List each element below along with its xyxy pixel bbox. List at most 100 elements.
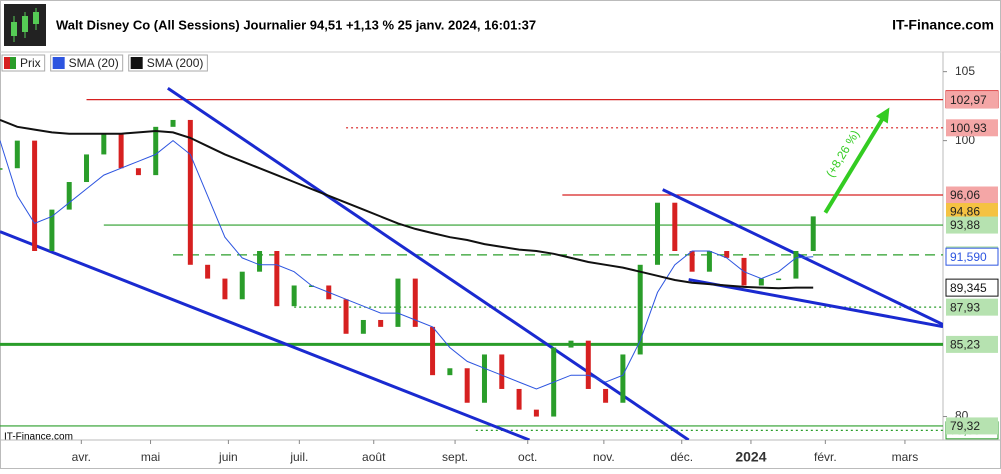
header-title: Walt Disney Co (All Sessions) Journalier… (56, 17, 536, 32)
watermark: IT-Finance.com (4, 432, 73, 443)
x-tick-label: avr. (72, 450, 91, 464)
price-candle (0, 168, 3, 170)
price-candle (135, 168, 141, 176)
price-candle (395, 278, 401, 327)
level-box (946, 203, 998, 221)
price-candle (291, 285, 297, 307)
legend-swatch (130, 57, 143, 69)
series-line (0, 118, 814, 290)
level-label: 102,97 (950, 93, 987, 107)
price-candle (412, 278, 418, 327)
price-candle (758, 278, 764, 286)
price-candle (222, 278, 228, 300)
price-candle (170, 119, 176, 127)
price-candle (568, 340, 574, 348)
price-candle (620, 354, 626, 403)
x-tick-label: 2024 (735, 449, 766, 465)
price-candle (32, 140, 38, 251)
price-candle (706, 251, 712, 272)
price-candle (118, 133, 124, 169)
level-box (946, 298, 998, 316)
price-candle (84, 154, 90, 183)
level-label: 85,23 (950, 338, 980, 352)
legend-item-border (50, 54, 124, 72)
level-box (946, 119, 998, 137)
series-line (0, 139, 814, 390)
x-tick-label: août (362, 450, 386, 464)
price-candle (49, 209, 55, 251)
price-candle (793, 251, 799, 279)
trendline (166, 86, 690, 440)
trendline (0, 230, 531, 440)
header-site: IT-Finance.com (892, 17, 994, 33)
price-candle (585, 340, 591, 389)
price-candle (481, 354, 487, 403)
level-box (945, 247, 999, 266)
price-candle (776, 278, 782, 281)
legend-item-border (128, 54, 208, 72)
price-candle (153, 126, 159, 176)
price-candle (378, 319, 384, 327)
level-label: 79,32 (950, 419, 980, 433)
price-candle (655, 202, 661, 265)
price-candle (205, 264, 211, 279)
legend-label: SMA (200) (147, 56, 204, 70)
level-label: 93,88 (950, 218, 980, 232)
price-candle (66, 182, 72, 210)
y-tick-label: 105 (955, 64, 975, 78)
x-tick-label: juin (218, 450, 238, 464)
x-tick-label: nov. (593, 450, 615, 464)
level-label: 96,06 (950, 188, 980, 202)
legend-swatch-down (4, 57, 10, 69)
arrow-head (875, 107, 890, 124)
price-candle (603, 388, 609, 403)
plot (0, 86, 943, 440)
legend-label: Prix (20, 56, 41, 70)
price-candle (14, 140, 20, 169)
price-candle (308, 285, 314, 287)
x-tick-label: févr. (814, 450, 837, 464)
x-tick-label: déc. (670, 450, 693, 464)
y-tick-label: 100 (955, 133, 975, 147)
price-candle (343, 299, 349, 334)
price-candle (257, 251, 263, 272)
x-tick-label: oct. (518, 450, 537, 464)
price-candle (447, 368, 453, 376)
price-candle (274, 251, 280, 307)
level-box (946, 335, 998, 353)
level-label: 100,93 (950, 121, 987, 135)
level-box (946, 216, 998, 234)
level-box (945, 278, 999, 297)
legend-swatch (52, 57, 65, 69)
price-candle (101, 133, 107, 155)
price-candle (430, 326, 436, 376)
price-candle (724, 251, 730, 258)
level-label: 89,345 (950, 281, 987, 295)
legend-item-border (1, 54, 46, 72)
level-box (946, 417, 998, 435)
price-candle (516, 388, 522, 410)
arrow-shaft (823, 115, 886, 214)
price-candle (689, 251, 695, 272)
x-tick-label: mars (892, 450, 919, 464)
price-candle (499, 354, 505, 389)
price-candle (637, 264, 643, 355)
x-tick-label: sept. (442, 450, 468, 464)
level-label: 91,590 (950, 250, 987, 264)
price-candle (239, 271, 245, 300)
level-label: 94,86 (950, 205, 980, 219)
price-candle (187, 119, 193, 265)
x-tick-label: juil. (289, 450, 308, 464)
trendline (688, 278, 943, 329)
level-label: 87,93 (950, 300, 980, 314)
price-candle (672, 202, 678, 251)
logo-candles (11, 8, 39, 42)
legend-label: SMA (20) (69, 56, 119, 70)
price-candle (464, 368, 470, 403)
level-box (946, 186, 998, 204)
price-candle (533, 409, 539, 417)
x-tick-label: mai (141, 450, 160, 464)
price-candle (360, 319, 366, 334)
